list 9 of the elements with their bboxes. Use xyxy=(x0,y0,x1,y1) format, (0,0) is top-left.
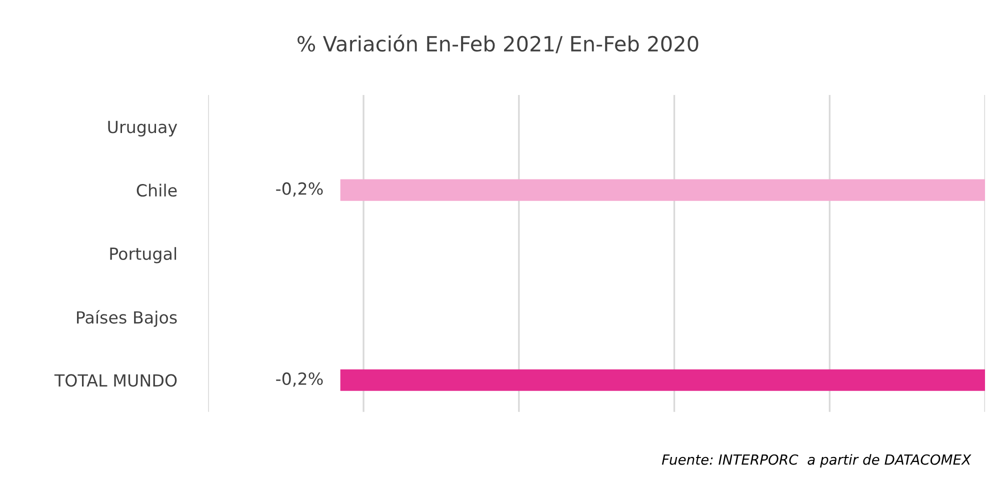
data-label: -0,2% xyxy=(276,372,323,387)
chart-title: % Variación En-Feb 2021/ En-Feb 2020 xyxy=(298,34,698,54)
y-tick-label: Países Bajos xyxy=(77,310,177,327)
y-tick-label: Uruguay xyxy=(108,120,178,137)
y-tick-label: Chile xyxy=(136,184,177,197)
source-note: Fuente: INTERPORC a partir de DATACOMEX xyxy=(662,454,972,468)
y-tick-label: Portugal xyxy=(110,247,176,264)
data-label: -0,2% xyxy=(276,182,323,197)
y-tick-label: TOTAL MUNDO xyxy=(54,374,177,387)
